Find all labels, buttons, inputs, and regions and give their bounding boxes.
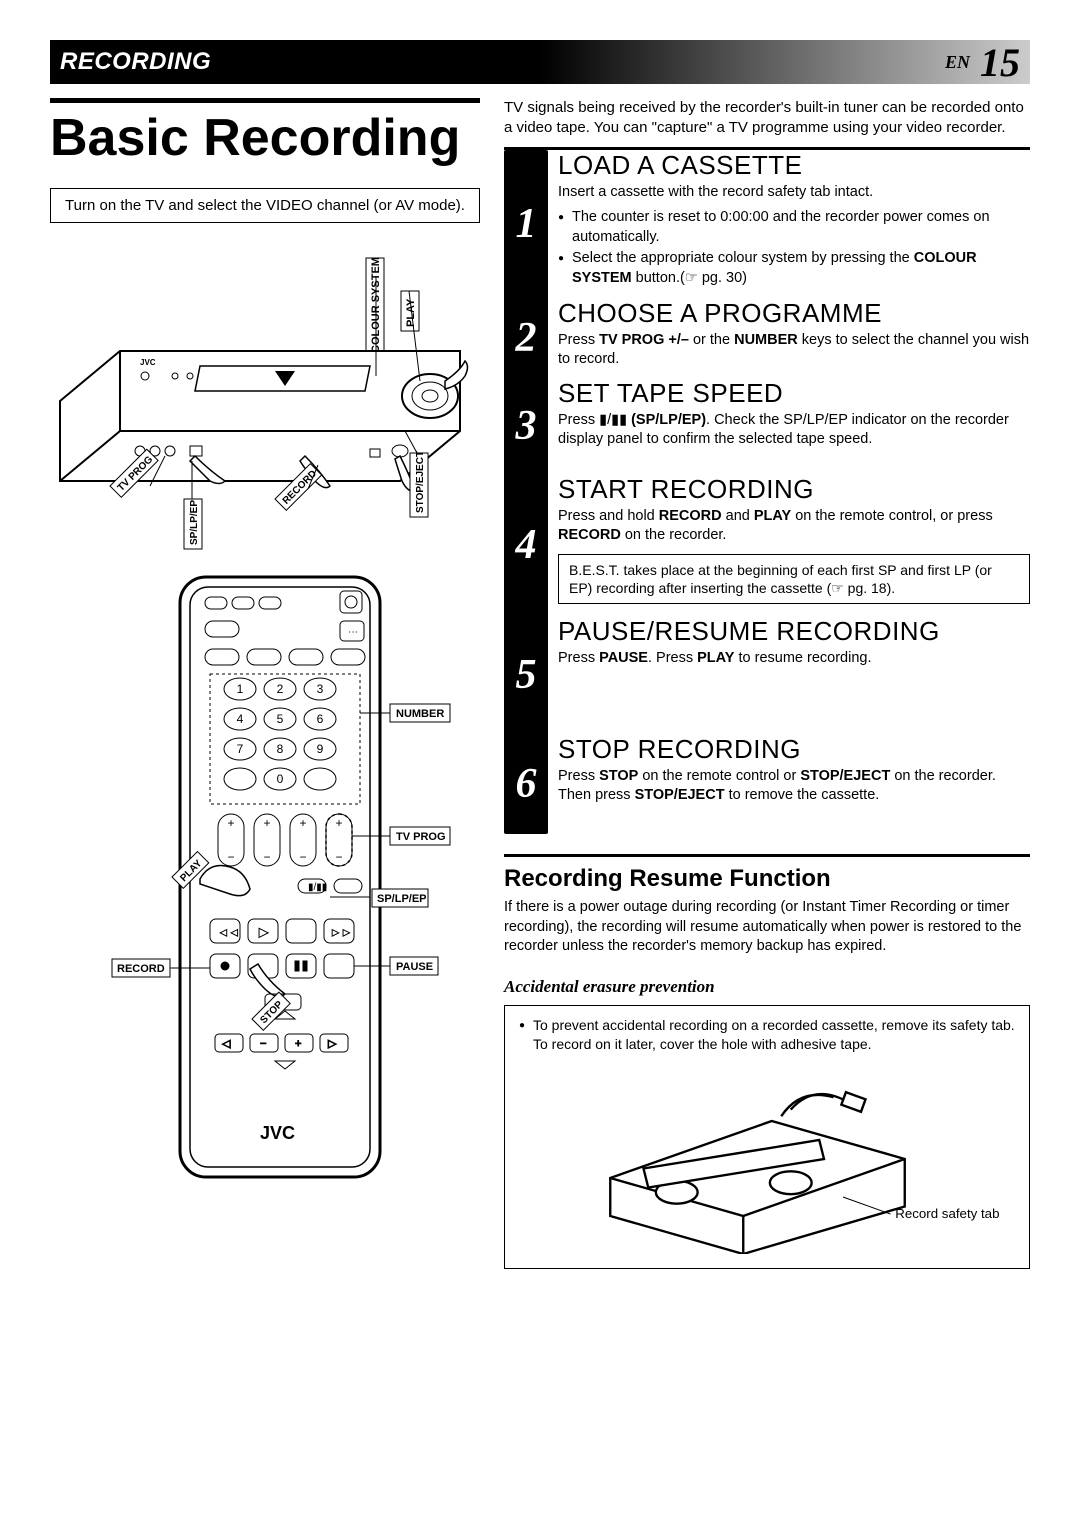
svg-text:−: − — [227, 850, 234, 864]
svg-text:−: − — [260, 1038, 266, 1050]
svg-text:NUMBER: NUMBER — [396, 708, 444, 720]
svg-text:▮/▮▮: ▮/▮▮ — [308, 882, 327, 893]
svg-text:9: 9 — [317, 742, 324, 756]
svg-text:−: − — [335, 850, 342, 864]
svg-text:+: + — [263, 816, 270, 830]
svg-text:1: 1 — [237, 682, 244, 696]
svg-text:6: 6 — [317, 712, 324, 726]
step-title: SET TAPE SPEED — [558, 378, 1030, 409]
svg-text:◁: ◁ — [222, 1038, 231, 1050]
step-title: START RECORDING — [558, 474, 1030, 505]
svg-text:◄◄: ◄◄ — [218, 927, 240, 939]
page-header: RECORDING EN 15 — [50, 40, 1030, 84]
page-number: EN 15 — [945, 39, 1020, 86]
svg-text:2: 2 — [277, 682, 284, 696]
svg-text:►►: ►► — [330, 927, 352, 939]
svg-text:−: − — [299, 850, 306, 864]
svg-text:⋯: ⋯ — [348, 627, 358, 638]
step-number-4: 4 — [504, 474, 548, 616]
resume-body: If there is a power outage during record… — [504, 898, 1030, 957]
svg-text:▷: ▷ — [328, 1038, 337, 1050]
step-6: STOP RECORDINGPress STOP on the remote c… — [558, 734, 1030, 834]
svg-text:▶: ▶ — [259, 925, 269, 939]
step-title: PAUSE/RESUME RECORDING — [558, 616, 1030, 647]
remote-illustration: ⋯ 1 2 3 4 5 6 7 8 9 — [50, 569, 480, 1209]
step-body: Press PAUSE. Press PLAY to resume record… — [558, 649, 1030, 669]
svg-text:8: 8 — [277, 742, 284, 756]
resume-rule — [504, 854, 1030, 857]
step-note: B.E.S.T. takes place at the beginning of… — [558, 554, 1030, 604]
vcr-illustration: COLOUR SYSTEM PLAY JVC — [50, 251, 480, 551]
svg-text:JVC: JVC — [260, 1123, 295, 1143]
svg-text:PLAY: PLAY — [405, 298, 417, 327]
step-1: LOAD A CASSETTEInsert a cassette with th… — [558, 150, 1030, 298]
svg-text:SP/LP/EP: SP/LP/EP — [189, 499, 200, 544]
step-title: CHOOSE A PROGRAMME — [558, 298, 1030, 329]
step-number-6: 6 — [504, 734, 548, 834]
step-number-1: 1 — [504, 150, 548, 298]
step-body: Press TV PROG +/– or the NUMBER keys to … — [558, 331, 1030, 370]
svg-text:RECORD: RECORD — [117, 963, 165, 975]
main-title: Basic Recording — [50, 111, 480, 166]
svg-text:4: 4 — [237, 712, 244, 726]
intro-box: Turn on the TV and select the VIDEO chan… — [50, 188, 480, 223]
step-body: Press ▮/▮▮ (SP/LP/EP). Check the SP/LP/E… — [558, 411, 1030, 450]
step-3: SET TAPE SPEEDPress ▮/▮▮ (SP/LP/EP). Che… — [558, 378, 1030, 474]
svg-text:TV PROG: TV PROG — [396, 831, 446, 843]
svg-text:STOP/EJECT: STOP/EJECT — [415, 451, 426, 513]
title-rule — [50, 98, 480, 103]
step-2: CHOOSE A PROGRAMMEPress TV PROG +/– or t… — [558, 298, 1030, 378]
step-5: PAUSE/RESUME RECORDINGPress PAUSE. Press… — [558, 616, 1030, 734]
step-body: Insert a cassette with the record safety… — [558, 183, 1030, 289]
prevention-text: To prevent accidental recording on a rec… — [519, 1016, 1015, 1054]
step-body: Press STOP on the remote control or STOP… — [558, 767, 1030, 806]
step-number-5: 5 — [504, 616, 548, 734]
step-title: STOP RECORDING — [558, 734, 1030, 765]
svg-text:−: − — [263, 850, 270, 864]
svg-text:Record safety tab: Record safety tab — [895, 1205, 999, 1220]
resume-title: Recording Resume Function — [504, 865, 1030, 893]
svg-text:+: + — [335, 816, 342, 830]
prevention-box: To prevent accidental recording on a rec… — [504, 1005, 1030, 1270]
step-bullet: The counter is reset to 0:00:00 and the … — [558, 208, 1030, 247]
steps-container: 123456 LOAD A CASSETTEInsert a cassette … — [504, 150, 1030, 834]
svg-text:+: + — [299, 816, 306, 830]
step-title: LOAD A CASSETTE — [558, 150, 1030, 181]
prevention-heading: Accidental erasure prevention — [504, 977, 1030, 997]
cassette-illustration: Record safety tab — [519, 1064, 1015, 1254]
intro-text: TV signals being received by the recorde… — [504, 98, 1030, 139]
svg-text:7: 7 — [237, 742, 244, 756]
svg-text:PAUSE: PAUSE — [396, 961, 433, 973]
svg-text:0: 0 — [277, 772, 284, 786]
section-label: RECORDING — [60, 48, 211, 76]
svg-text:+: + — [295, 1038, 301, 1050]
step-bullet: Select the appropriate colour system by … — [558, 249, 1030, 288]
step-body: Press and hold RECORD and PLAY on the re… — [558, 507, 1030, 546]
svg-text:3: 3 — [317, 682, 324, 696]
step-number-3: 3 — [504, 378, 548, 474]
svg-text:5: 5 — [277, 712, 284, 726]
svg-text:JVC: JVC — [140, 358, 156, 367]
step-number-2: 2 — [504, 298, 548, 378]
svg-text:SP/LP/EP: SP/LP/EP — [377, 893, 427, 905]
svg-text:+: + — [227, 816, 234, 830]
step-4: START RECORDINGPress and hold RECORD and… — [558, 474, 1030, 616]
